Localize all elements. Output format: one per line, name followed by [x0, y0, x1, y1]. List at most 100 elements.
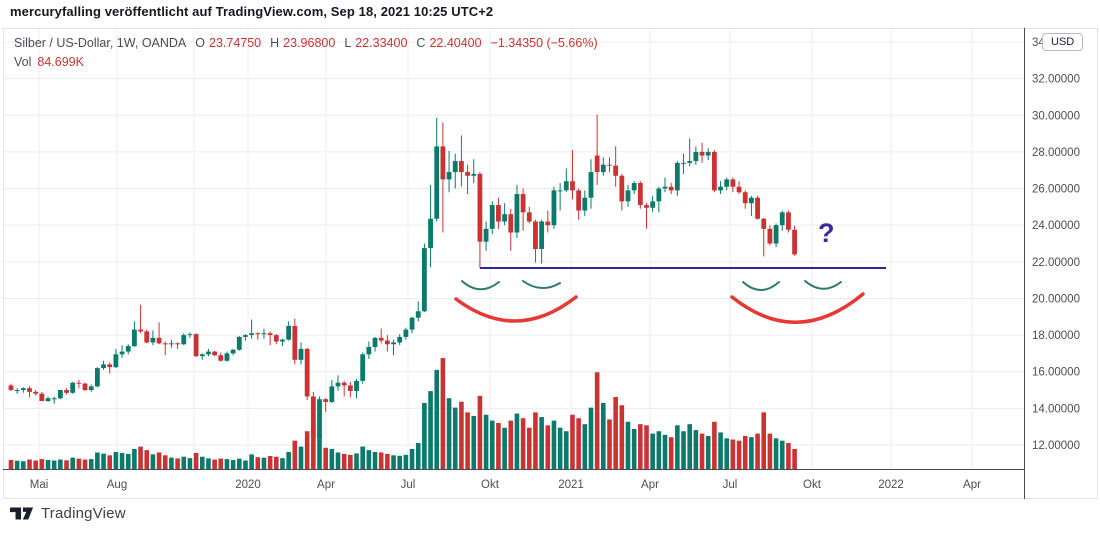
volume-bar: [298, 446, 304, 469]
candle-body: [755, 197, 760, 219]
candle-body: [372, 337, 378, 347]
volume-bar: [162, 455, 168, 469]
candle-body: [273, 335, 279, 342]
price-axis[interactable]: [1025, 28, 1099, 499]
candle-body: [236, 336, 242, 350]
volume-bar: [724, 438, 730, 469]
volume-bar: [360, 446, 365, 469]
tradingview-brand-text: TradingView: [41, 505, 126, 522]
volume-bar: [712, 421, 717, 469]
volume-bar: [471, 415, 477, 469]
volume-bar: [601, 402, 606, 469]
candle-body: [33, 391, 39, 394]
volume-label: Vol: [14, 55, 32, 69]
teal-arc-annotation[interactable]: [461, 280, 500, 291]
time-axis[interactable]: [3, 470, 1024, 499]
candle-body: [255, 333, 261, 335]
volume-bar: [446, 398, 452, 469]
volume-bar: [545, 425, 551, 469]
candle-body: [551, 190, 557, 226]
high-value: 23.96800: [283, 36, 336, 50]
volume-bar: [82, 459, 88, 469]
volume-bar: [107, 455, 113, 469]
candle-body: [310, 396, 316, 438]
candle-body: [14, 390, 20, 392]
candle-body: [199, 354, 205, 357]
red-arc-annotation[interactable]: [454, 295, 578, 323]
volume-bar: [292, 440, 298, 469]
candle-body: [366, 346, 372, 355]
volume-bar: [514, 413, 520, 469]
candle-body: [187, 334, 193, 336]
candle-body: [674, 162, 680, 191]
candle-body: [119, 351, 125, 355]
candle-body: [502, 214, 507, 222]
candle-body: [477, 173, 483, 242]
candle-body: [415, 311, 421, 318]
candle-body: [150, 337, 156, 343]
volume-bar: [428, 391, 433, 469]
candle-body: [508, 214, 514, 233]
volume-bar: [391, 455, 396, 469]
currency-badge[interactable]: USD: [1042, 33, 1084, 51]
candle-body: [421, 248, 427, 312]
time-axis-label: Apr: [963, 479, 981, 491]
price-tick-label: 14.00000: [1032, 403, 1080, 415]
volume-bar: [477, 395, 483, 469]
teal-arc-annotation[interactable]: [522, 280, 561, 289]
candle-body: [360, 354, 366, 381]
candle-body: [286, 325, 292, 340]
volume-bar: [557, 427, 563, 469]
tradingview-footer[interactable]: TradingView: [10, 505, 126, 522]
volume-bar: [489, 420, 495, 469]
volume-bar: [267, 456, 273, 469]
teal-arc-annotation[interactable]: [804, 280, 842, 290]
candle-body: [533, 221, 538, 249]
candle-body: [323, 399, 329, 402]
candle-body: [656, 188, 662, 202]
volume-bar: [70, 457, 75, 469]
open-value: 23.74750: [209, 36, 262, 50]
volume-bar: [45, 460, 51, 469]
question-mark-annotation[interactable]: ?: [818, 218, 835, 248]
volume-bar: [718, 432, 723, 469]
attribution-header: mercuryfalling veröffentlicht auf Tradin…: [10, 4, 494, 19]
volume-bar: [434, 369, 440, 469]
volume-bar: [755, 433, 760, 469]
volume-bar: [181, 456, 187, 469]
volume-bar: [539, 417, 544, 469]
candle-body: [181, 335, 187, 345]
time-axis-label: 2021: [558, 479, 584, 491]
price-tick-label: 22.00000: [1032, 257, 1080, 269]
candle-body: [742, 192, 748, 204]
volume-bar: [631, 428, 637, 469]
volume-bar: [625, 421, 631, 469]
candle-body: [650, 201, 656, 208]
candle-body: [243, 335, 248, 337]
candle-body: [162, 343, 168, 345]
candle-body: [730, 179, 736, 187]
candle-body: [434, 146, 440, 219]
candle-body: [101, 364, 106, 369]
candle-body: [82, 383, 88, 391]
volume-bar: [644, 425, 649, 469]
candle-body: [125, 346, 131, 352]
candle-body: [261, 333, 267, 335]
candle-body: [335, 382, 341, 387]
candle-body: [773, 225, 779, 244]
candle-body: [156, 337, 162, 344]
candle-body: [582, 197, 588, 211]
candle-body: [27, 388, 32, 392]
close-value: 22.40400: [429, 36, 482, 50]
legend-line-ohlc: Silber / US-Dollar, 1W, OANDA O 23.74750 H 2…: [14, 34, 598, 52]
price-tick-label: 26.00000: [1032, 184, 1080, 196]
candle-body: [329, 386, 335, 402]
candle-body: [779, 212, 785, 226]
candle-body: [446, 172, 452, 180]
time-axis-label: 2020: [235, 479, 261, 491]
red-arc-annotation[interactable]: [730, 292, 865, 324]
candle-body: [545, 221, 551, 226]
symbol-legend[interactable]: Silber / US-Dollar, 1W, OANDA O 23.74750 H 2…: [14, 34, 598, 71]
teal-arc-annotation[interactable]: [742, 281, 780, 291]
